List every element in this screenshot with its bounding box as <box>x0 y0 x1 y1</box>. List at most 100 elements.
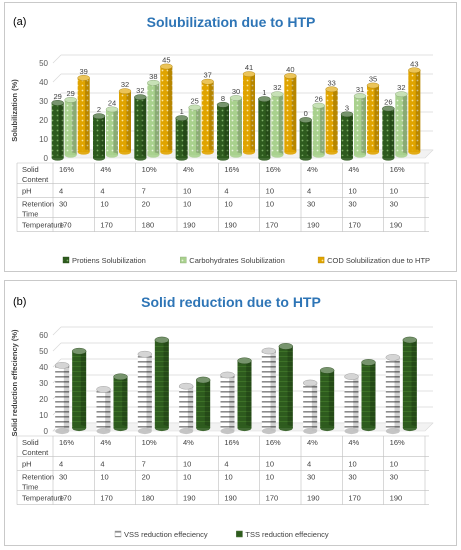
table-cell: 170 <box>348 494 361 503</box>
bar-body <box>385 357 400 431</box>
table-cell: 10 <box>266 459 274 468</box>
table-row-label: pH <box>22 186 32 195</box>
bar-body <box>344 376 359 431</box>
table-cell: 4 <box>100 459 104 468</box>
table-cell: 4% <box>100 438 111 447</box>
bar <box>408 67 421 155</box>
y-tick-label: 40 <box>39 363 48 372</box>
legend-swatch <box>236 530 243 538</box>
bar-body <box>258 99 271 158</box>
data-label: 2 <box>97 105 101 114</box>
table-cell: 4 <box>307 186 311 195</box>
table-cell: 170 <box>59 494 72 503</box>
table-cell: 170 <box>100 221 113 230</box>
y-tick-label: 30 <box>39 379 48 388</box>
table-row-label: Solid <box>22 438 39 447</box>
data-label: 43 <box>410 59 418 68</box>
solubilization-chart: (a) Solubilization due to HTP01020304050S… <box>10 14 434 265</box>
bar-top <box>134 94 147 101</box>
bar-body <box>299 120 312 158</box>
bar <box>385 354 401 435</box>
bar-top <box>361 359 376 366</box>
bar <box>237 357 252 432</box>
bar-body <box>261 351 276 431</box>
table-cell: 10 <box>390 459 398 468</box>
data-label: 37 <box>203 71 211 80</box>
bar-top <box>92 113 106 120</box>
bar-body <box>119 91 131 152</box>
bar <box>319 367 335 432</box>
bar-base <box>179 427 194 435</box>
bar-top <box>188 104 201 111</box>
table-cell: 10 <box>183 472 191 481</box>
bar-shade <box>163 340 169 428</box>
bar <box>395 91 408 158</box>
bar-body <box>134 97 147 158</box>
bar-base <box>258 155 271 161</box>
legend-swatch <box>62 256 70 264</box>
y-tick-label: 20 <box>39 395 48 404</box>
bar-shade <box>59 102 64 158</box>
bar-base <box>354 152 366 158</box>
bar-base <box>160 149 173 155</box>
data-label: 30 <box>232 87 240 96</box>
table-cell: 30 <box>348 472 356 481</box>
bar <box>71 347 87 432</box>
bar-body <box>220 375 235 431</box>
table-cell: 170 <box>266 494 279 503</box>
bar-body <box>361 362 376 428</box>
bar-shade <box>348 114 353 158</box>
table-cell: 10 <box>183 186 191 195</box>
bar-top <box>118 88 132 95</box>
bar <box>261 347 277 435</box>
bar-shade <box>113 109 118 155</box>
bar-shade <box>196 107 201 155</box>
bar-body <box>179 386 194 431</box>
bar-shade <box>307 120 312 158</box>
table-cell: 30 <box>390 472 398 481</box>
bar-top <box>154 336 170 344</box>
bar-body <box>395 94 408 155</box>
bar-shade <box>333 89 338 152</box>
table-cell: 20 <box>142 199 150 208</box>
bar-base <box>55 427 70 435</box>
bar <box>201 78 214 155</box>
table-row-label: pH <box>22 459 32 468</box>
table-cell: 30 <box>348 199 356 208</box>
bar-body <box>51 102 64 158</box>
table-cell: 4% <box>183 438 194 447</box>
bar <box>92 113 106 161</box>
data-label: 29 <box>66 89 74 98</box>
bar-shade <box>374 85 379 152</box>
bar-top <box>325 86 338 93</box>
bar-base <box>51 155 64 161</box>
bar-top <box>382 105 395 112</box>
data-label: 38 <box>149 72 157 81</box>
bar-top <box>147 79 160 86</box>
bar-base <box>408 149 421 155</box>
bar-body <box>196 380 211 428</box>
y-tick-label: 50 <box>39 59 48 68</box>
data-label: 45 <box>162 56 170 65</box>
bar-base <box>134 155 147 161</box>
table-cell: 170 <box>59 221 72 230</box>
bar-base <box>278 424 293 432</box>
bar-base <box>217 155 229 161</box>
bar-top <box>366 82 380 89</box>
bar-top <box>195 376 211 384</box>
bar-top <box>271 91 284 98</box>
table-row-label: Temperature <box>22 494 64 503</box>
bar-body <box>96 389 111 431</box>
bar-body <box>367 85 379 152</box>
bar-top <box>353 93 367 99</box>
bar-shade <box>122 376 128 428</box>
bar-body <box>312 105 325 155</box>
bar-shade <box>204 380 211 428</box>
table-cell: 10 <box>183 459 191 468</box>
y-tick-label: 10 <box>39 411 48 420</box>
table-cell: 10 <box>266 186 274 195</box>
table-cell: 30 <box>307 472 315 481</box>
bar <box>353 93 367 158</box>
table-cell: 190 <box>307 494 320 503</box>
bar <box>271 91 284 158</box>
